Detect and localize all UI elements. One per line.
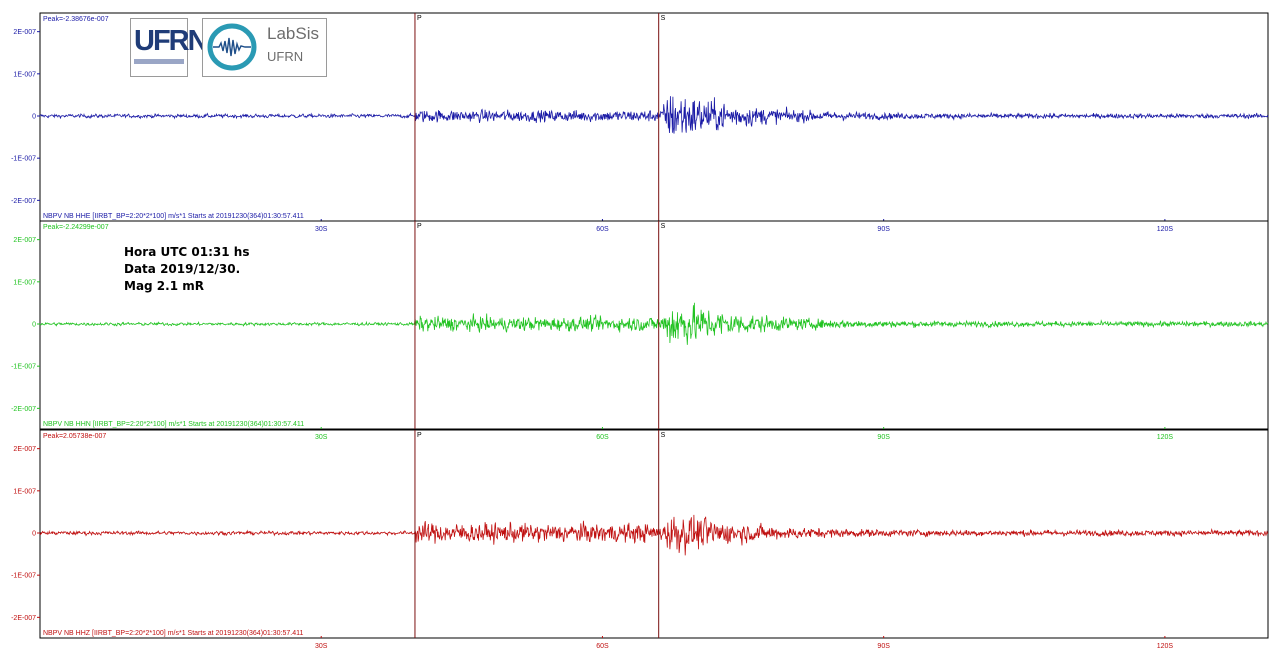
ufrn-logo-underline [134, 59, 184, 64]
event-magnitude-text: Mag 2.1 mR [124, 279, 204, 293]
event-date-text: Data 2019/12/30. [124, 262, 241, 276]
panel-frame [39, 220, 1269, 430]
channel-label: NBPV NB HHN [IIRBT_BP=2:20*2*100] m/s*1 … [43, 421, 304, 428]
channel-label: NBPV NB HHZ [IIRBT_BP=2:20*2*100] m/s*1 … [43, 630, 303, 637]
y-tick-label: 2E-007 [13, 446, 36, 453]
y-tick-label: 2E-007 [13, 237, 36, 244]
labsis-logo: LabSis UFRN [202, 18, 327, 77]
x-tick-label: 30S [315, 643, 328, 650]
x-tick-label: 90S [877, 434, 890, 441]
x-tick-label: 90S [877, 643, 890, 650]
x-tick-label: 90S [877, 226, 890, 233]
x-tick-label: 60S [596, 226, 609, 233]
y-tick-label: 2E-007 [13, 29, 36, 36]
labsis-logo-subtitle: UFRN [267, 49, 304, 64]
peak-label: Peak=2.05738e-007 [43, 433, 106, 440]
y-tick-label: 1E-007 [13, 279, 36, 286]
y-tick-label: -2E-007 [11, 406, 36, 413]
pick-marker-label: P [417, 15, 422, 22]
event-time-text: Hora UTC 01:31 hs [124, 245, 250, 259]
y-tick-label: -1E-007 [11, 156, 36, 163]
pick-marker-label: P [417, 432, 422, 439]
y-tick-label: -2E-007 [11, 615, 36, 622]
y-tick-label: 0 [32, 322, 36, 329]
y-tick-label: 1E-007 [13, 71, 36, 78]
x-tick-label: 120S [1157, 643, 1174, 650]
x-tick-label: 60S [596, 434, 609, 441]
x-tick-label: 120S [1157, 226, 1174, 233]
channel-label: NBPV NB HHE [IIRBT_BP=2:20*2*100] m/s*1 … [43, 213, 304, 220]
y-tick-label: 0 [32, 531, 36, 538]
y-tick-label: 1E-007 [13, 488, 36, 495]
waveform-trace [40, 514, 1269, 556]
y-tick-label: -2E-007 [11, 198, 36, 205]
labsis-logo-title: LabSis [267, 24, 319, 43]
pick-marker-label: S [661, 223, 666, 230]
waveform-trace [39, 302, 1269, 345]
pick-marker-label: S [661, 432, 666, 439]
pick-marker-label: S [661, 15, 666, 22]
pick-marker-label: P [417, 223, 422, 230]
peak-label: Peak=-2.24299e-007 [43, 224, 109, 231]
panel-frame [39, 429, 1269, 639]
y-tick-label: -1E-007 [11, 364, 36, 371]
x-tick-label: 30S [315, 434, 328, 441]
event-info: Hora UTC 01:31 hs Data 2019/12/30. Mag 2… [124, 244, 249, 295]
y-tick-label: -1E-007 [11, 573, 36, 580]
x-tick-label: 30S [315, 226, 328, 233]
waveform-trace [39, 96, 1269, 134]
x-tick-label: 60S [596, 643, 609, 650]
ufrn-logo-mark: UFRN [134, 25, 209, 57]
y-tick-label: 0 [32, 114, 36, 121]
labsis-seismograph-icon [207, 23, 257, 71]
ufrn-logo: UFRN [130, 18, 209, 77]
peak-label: Peak=-2.38676e-007 [43, 16, 109, 23]
x-tick-label: 120S [1157, 434, 1174, 441]
